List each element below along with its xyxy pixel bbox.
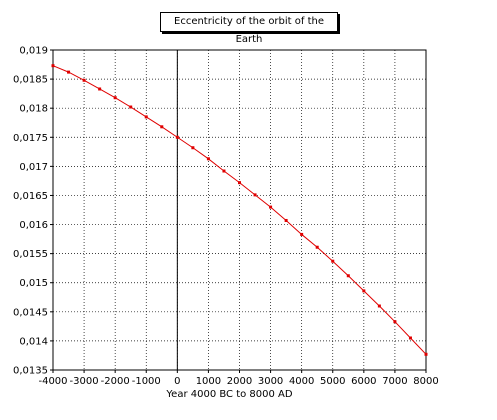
data-point (253, 193, 257, 197)
x-tick-label: -2000 (101, 376, 130, 387)
x-tick-label: 5000 (320, 376, 345, 387)
x-tick-label: -1000 (132, 376, 161, 387)
y-tick-label: 0,0175 (13, 133, 48, 144)
data-point (424, 352, 428, 356)
y-tick-label: 0,0135 (13, 366, 48, 377)
y-tick-label: 0,015 (19, 278, 48, 289)
data-point (98, 87, 102, 91)
data-point (377, 304, 381, 308)
data-point (284, 218, 288, 222)
x-tick-label: -3000 (70, 376, 99, 387)
data-point (51, 64, 55, 68)
y-tick-label: 0,018 (19, 104, 48, 115)
x-tick-label: 6000 (351, 376, 376, 387)
axes (50, 49, 427, 373)
y-tick-label: 0,0185 (13, 75, 48, 86)
data-point (238, 181, 241, 185)
x-tick-label: 7000 (382, 376, 407, 387)
x-tick-label: 4000 (289, 376, 314, 387)
data-point (67, 70, 71, 74)
data-point (362, 289, 366, 293)
data-point (393, 320, 397, 324)
chart-title: Eccentricity of the orbit of the Earth (160, 12, 338, 45)
data-point (222, 169, 226, 173)
data-point (144, 115, 148, 119)
data-point (160, 125, 164, 129)
grid (52, 49, 427, 371)
data-point (129, 105, 133, 109)
y-tick-label: 0,0155 (13, 249, 48, 260)
data-point (315, 245, 319, 249)
x-tick-label: 0 (174, 376, 180, 387)
y-tick-label: 0,014 (19, 336, 48, 347)
data-point (300, 232, 304, 236)
y-tick-label: 0,016 (19, 220, 48, 231)
x-tick-label: -4000 (38, 376, 67, 387)
y-tick-label: 0,0145 (13, 307, 48, 318)
data-point (206, 157, 210, 161)
x-axis-label: Year 4000 BC to 8000 AD (165, 389, 293, 400)
data-point (331, 259, 335, 263)
x-tick-label: 3000 (258, 376, 283, 387)
data-point (191, 146, 195, 150)
data-point (113, 96, 117, 100)
data-point (346, 274, 350, 278)
y-tick-label: 0,0165 (13, 191, 48, 202)
y-tick-label: 0,019 (19, 46, 48, 57)
data-point (408, 336, 412, 340)
plot-frame (52, 49, 427, 371)
data-point (175, 135, 179, 139)
y-tick-labels: 0,0135 0,014 0,0145 0,015 0,0155 0,016 0,0165 0… (13, 46, 48, 377)
data-point (269, 205, 273, 209)
x-tick-label: 1000 (196, 376, 221, 387)
x-tick-label: 2000 (227, 376, 252, 387)
x-tick-labels: -4000 -3000 -2000 -1000 0 1000 2000 3000 4000 500… (38, 376, 438, 387)
x-tick-label: 8000 (413, 376, 438, 387)
data-point (82, 78, 86, 82)
series-group (51, 64, 428, 356)
y-tick-label: 0,017 (19, 162, 48, 173)
